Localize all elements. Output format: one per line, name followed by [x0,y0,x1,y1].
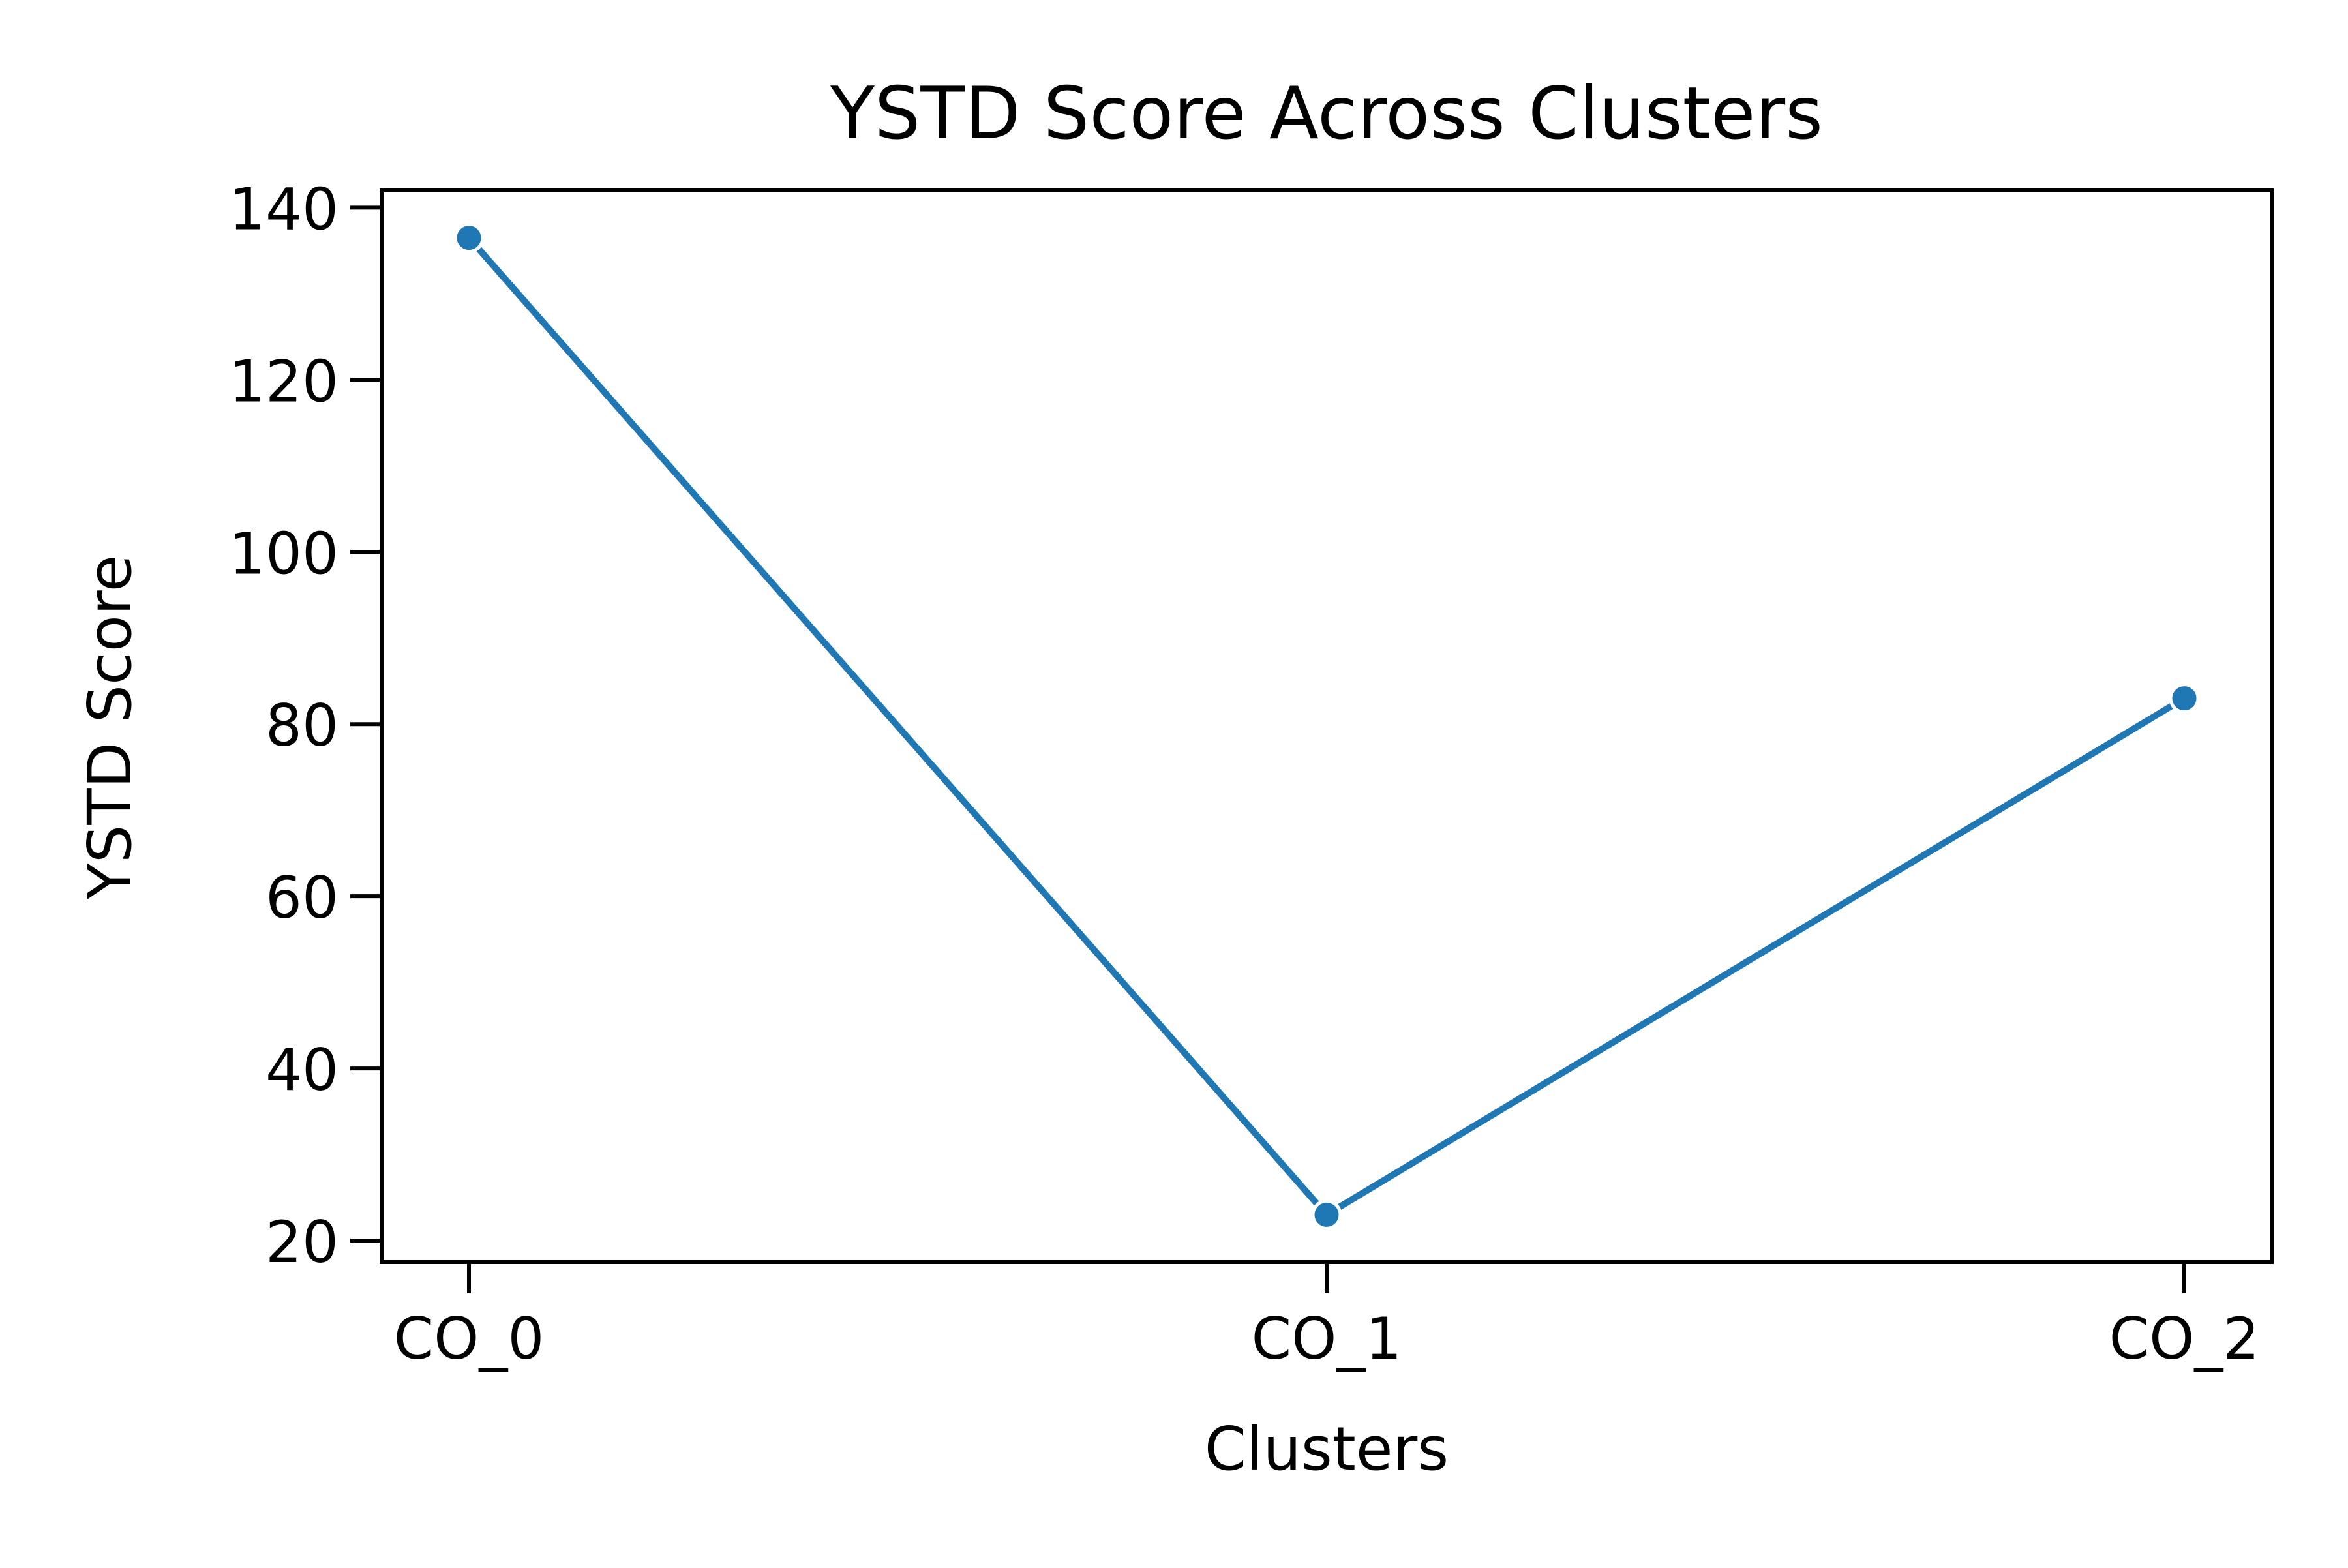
x-tick-label: CO_2 [2109,1305,2260,1372]
data-point-co-1 [1311,1199,1342,1230]
y-axis: 20 40 60 80 100 120 140 [229,175,382,1276]
y-tick-label: 80 [265,692,339,759]
x-tick-label: CO_0 [394,1305,545,1372]
y-tick-label: 140 [229,175,339,243]
y-axis-label: YSTD Score [75,555,145,901]
x-axis-label: Clusters [1205,1414,1449,1484]
series-line [466,235,2186,1218]
plot-area [453,222,2200,1230]
chart-title: YSTD Score Across Clusters [830,72,1823,156]
axes-frame [380,188,2274,1264]
data-point-co-0 [453,222,485,254]
y-tick-label: 100 [229,520,339,587]
y-tick-label: 40 [265,1036,339,1104]
y-tick-label: 20 [265,1209,339,1276]
x-tick-label: CO_1 [1252,1305,1402,1372]
data-point-co-2 [2169,683,2200,714]
y-tick-label: 60 [265,864,339,931]
x-axis: CO_0 CO_1 CO_2 [394,1262,2260,1372]
y-tick-label: 120 [229,348,339,415]
